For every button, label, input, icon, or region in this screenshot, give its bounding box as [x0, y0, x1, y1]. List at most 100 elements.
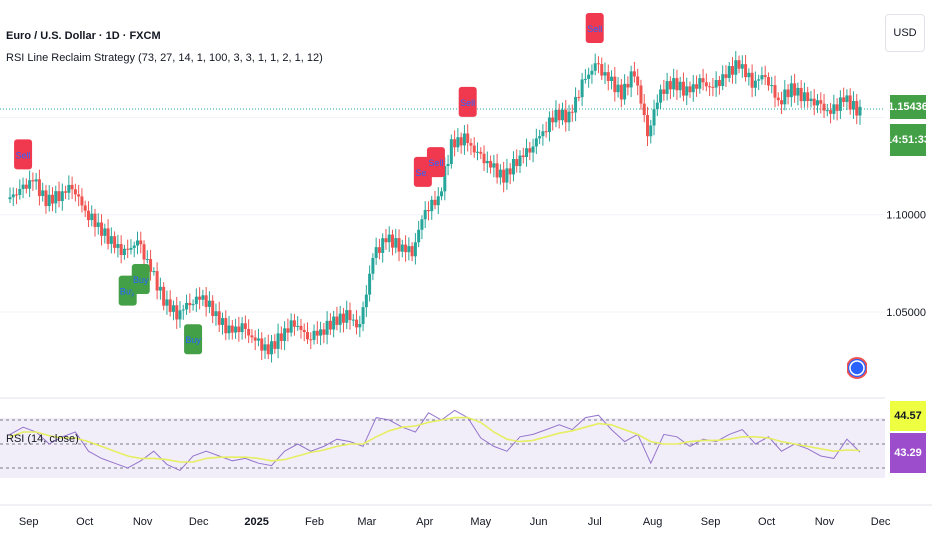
- candle-body: [24, 184, 28, 189]
- candle-body: [410, 246, 414, 257]
- candle-body: [299, 325, 303, 330]
- candle-body: [289, 320, 293, 333]
- candle-body: [221, 318, 224, 325]
- candle-body: [168, 299, 172, 312]
- currency-button[interactable]: USD: [885, 14, 925, 52]
- candle-body: [717, 79, 721, 86]
- signal-label: Sell: [16, 150, 31, 160]
- candle-body: [515, 159, 519, 167]
- candle-body: [646, 115, 649, 137]
- candle-body: [476, 151, 479, 153]
- candle-body: [462, 133, 466, 146]
- candle-body: [348, 310, 352, 320]
- candle-body: [802, 92, 806, 102]
- candle-body: [355, 319, 359, 328]
- time-tick-label: Oct: [76, 516, 93, 528]
- candle-body: [469, 143, 473, 146]
- symbol-title[interactable]: Euro / U.S. Dollar · 1D · FXCM: [6, 30, 161, 42]
- candle-body: [207, 300, 211, 307]
- current-price-tag[interactable]: 1.15436: [888, 95, 928, 119]
- candle-body: [632, 71, 636, 77]
- candle-body: [727, 66, 731, 78]
- candle-body: [528, 148, 532, 153]
- candle-body: [744, 64, 748, 78]
- candle-body: [18, 188, 22, 195]
- candle-body: [495, 163, 499, 178]
- candle-body: [37, 179, 41, 197]
- candle-body: [292, 320, 296, 327]
- candle-body: [538, 136, 542, 139]
- candle-body: [440, 191, 444, 197]
- strategy-legend[interactable]: RSI Line Reclaim Strategy (73, 27, 14, 1…: [6, 52, 323, 64]
- candle-body: [724, 74, 728, 78]
- candle-body: [86, 210, 90, 221]
- price-axis: 1.10000 1.05000: [886, 210, 926, 319]
- candle-body: [675, 78, 679, 91]
- candle-body: [701, 78, 705, 83]
- candle-body: [812, 98, 816, 106]
- candle-body: [436, 196, 440, 206]
- time-tick-label: May: [470, 516, 491, 528]
- candle-body: [338, 313, 342, 325]
- candle-body: [766, 77, 770, 86]
- candle-body: [234, 326, 238, 333]
- candle-body: [253, 337, 257, 341]
- candlestick-series: [8, 51, 862, 363]
- time-tick-label: Sep: [701, 516, 721, 528]
- candle-body: [757, 79, 761, 81]
- candle-body: [371, 257, 375, 274]
- signal-label: Sell: [460, 98, 475, 108]
- time-tick-label: Dec: [189, 516, 209, 528]
- candle-body: [227, 325, 231, 334]
- candle-body: [492, 163, 496, 168]
- candle-body: [583, 78, 587, 80]
- candle-body: [780, 100, 784, 105]
- candle-body: [155, 271, 159, 291]
- candle-body: [11, 194, 15, 198]
- candle-body: [44, 190, 48, 207]
- candle-body: [93, 213, 97, 227]
- candle-body: [534, 138, 538, 147]
- candle-body: [426, 210, 430, 212]
- candle-body: [616, 84, 620, 93]
- price-tick-label: 1.10000: [886, 210, 926, 222]
- candle-body: [47, 194, 51, 207]
- time-tick-label: Nov: [815, 516, 835, 528]
- candle-body: [835, 104, 839, 111]
- rsi-legend[interactable]: RSI (14, close): [6, 433, 79, 445]
- sell-signal-marker: Sell: [426, 147, 445, 178]
- candle-body: [175, 305, 179, 320]
- candle-body: [417, 229, 421, 243]
- candle-body: [41, 190, 45, 197]
- candle-body: [194, 296, 198, 305]
- candle-body: [642, 103, 646, 116]
- candle-body: [783, 89, 787, 105]
- candle-body: [459, 137, 463, 146]
- rsi-series: [9, 409, 861, 472]
- candle-body: [384, 238, 388, 243]
- candle-body: [851, 100, 855, 110]
- candle-body: [90, 213, 94, 221]
- candle-body: [665, 81, 669, 94]
- candle-body: [413, 242, 417, 257]
- candle-body: [773, 85, 777, 98]
- time-tick-label: Jun: [530, 516, 548, 528]
- candle-body: [377, 247, 381, 253]
- candle-body: [397, 238, 401, 252]
- candle-body: [603, 72, 607, 76]
- candle-body: [799, 87, 803, 102]
- candle-body: [286, 328, 290, 333]
- candle-body: [400, 244, 404, 252]
- candle-body: [806, 92, 810, 101]
- candle-body: [825, 110, 829, 112]
- candle-body: [629, 71, 633, 88]
- candle-body: [829, 110, 833, 114]
- time-tick-label: Jul: [588, 516, 602, 528]
- sell-signal-marker: Sell: [14, 139, 33, 170]
- rsi-value-tag: 43.29: [890, 433, 926, 473]
- tradingview-logo-icon[interactable]: [847, 348, 867, 388]
- candle-body: [731, 66, 734, 75]
- candle-body: [387, 234, 391, 243]
- rsi-ma-line: [9, 416, 861, 463]
